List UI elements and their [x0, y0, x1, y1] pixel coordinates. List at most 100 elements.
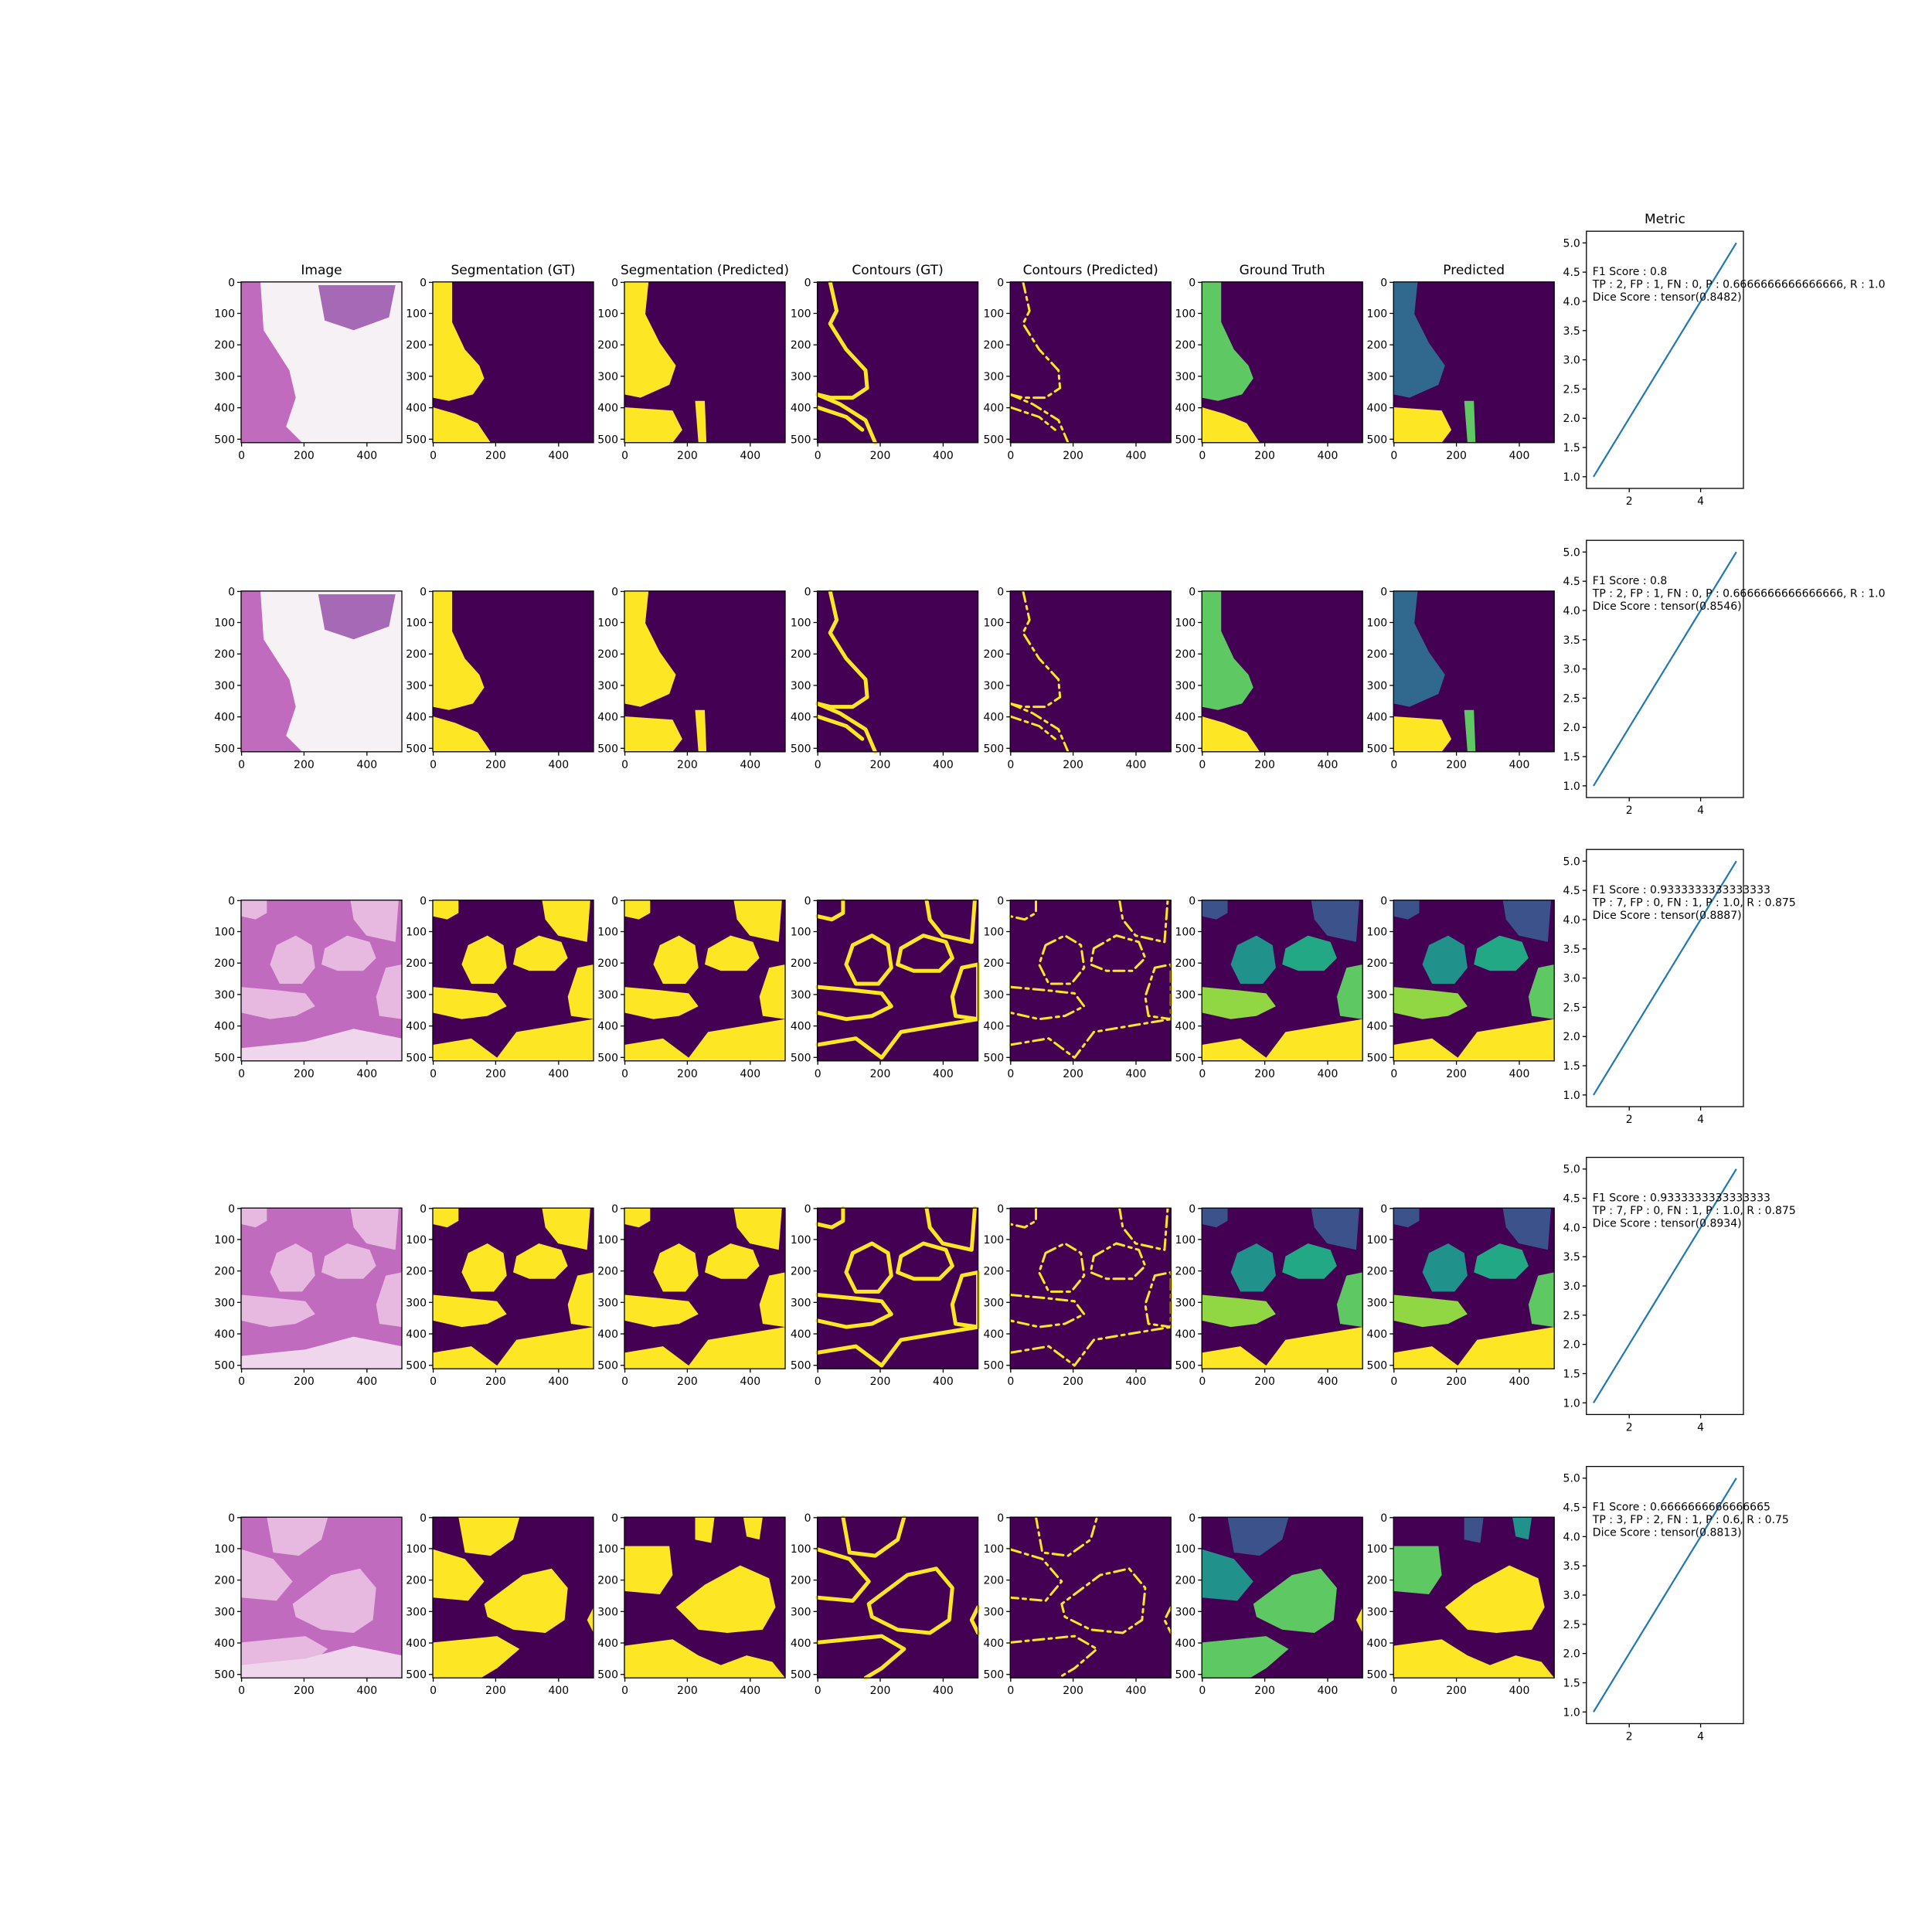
- metric-y-tick-label: 4.5: [1563, 1193, 1580, 1206]
- contour-line: [815, 714, 865, 741]
- y-tick-label: 400: [406, 1328, 427, 1341]
- y-tick-label: 400: [1175, 1328, 1196, 1341]
- y-tick-label: 400: [597, 403, 618, 415]
- y-tick-label: 400: [791, 1328, 811, 1341]
- contour-line: [1009, 1325, 1172, 1367]
- mask-region: [1393, 1639, 1555, 1679]
- y-tick-label: 200: [1366, 648, 1387, 661]
- contour-line: [1038, 934, 1086, 985]
- y-tick-label: 300: [791, 371, 811, 383]
- y-tick-label: 200: [791, 957, 811, 970]
- y-tick-label: 500: [214, 434, 235, 446]
- x-tick-label: 0: [621, 1068, 628, 1080]
- x-tick-label: 200: [677, 1068, 698, 1080]
- y-tick-label: 0: [611, 277, 618, 289]
- y-tick-label: 100: [214, 1543, 235, 1556]
- contour-line: [815, 701, 877, 754]
- metric-y-tick-label: 3.0: [1563, 664, 1580, 676]
- x-tick-label: 0: [1390, 1376, 1397, 1388]
- x-tick-label: 400: [740, 1068, 760, 1080]
- y-tick-label: 400: [406, 1638, 427, 1650]
- metric-y-tick-label: 1.5: [1563, 1677, 1580, 1689]
- gland-lumen: [270, 1243, 315, 1292]
- metric-y-tick-label: 5.0: [1563, 546, 1580, 559]
- y-tick-label: 0: [1380, 895, 1387, 907]
- mask-region: [1202, 987, 1276, 1019]
- x-tick-label: 200: [1254, 1068, 1275, 1080]
- mask-region: [542, 900, 590, 942]
- x-tick-label: 200: [294, 1068, 315, 1080]
- y-tick-label: 400: [597, 1638, 618, 1650]
- contour-line: [1038, 1242, 1086, 1293]
- x-tick-label: 400: [933, 1685, 954, 1697]
- gland-lumen: [241, 1549, 293, 1601]
- y-tick-label: 100: [406, 617, 427, 630]
- x-tick-label: 0: [1199, 450, 1206, 462]
- y-tick-label: 100: [214, 1234, 235, 1247]
- metric-panel: 1.0 1.5 2.0 2.5 3.0 3.5 4.0 4.5 5.0 2 4 F1 Score : …: [1563, 1156, 1796, 1434]
- x-tick-label: 200: [294, 1685, 315, 1697]
- x-tick-label: 400: [356, 1068, 377, 1080]
- metric-y-tick-label: 2.5: [1563, 1002, 1580, 1014]
- panel-frame: [240, 1207, 403, 1369]
- mask-region: [433, 1636, 520, 1679]
- x-tick-label: 400: [1509, 1068, 1530, 1080]
- metric-y-tick-label: 3.0: [1563, 1590, 1580, 1602]
- metric-panel: 1.0 1.5 2.0 2.5 3.0 3.5 4.0 4.5 5.0 2 4 F1 Score : …: [1563, 539, 1886, 817]
- mask-region: [433, 1327, 594, 1369]
- metric-y-tick-label: 1.5: [1563, 1060, 1580, 1073]
- contour-line: [1118, 1206, 1169, 1251]
- y-tick-label: 100: [791, 927, 811, 939]
- y-tick-label: 100: [1366, 1543, 1387, 1556]
- mask-region: [624, 281, 676, 398]
- x-tick-label: 400: [933, 759, 954, 771]
- x-tick-label: 200: [294, 1376, 315, 1388]
- gland-lumen: [241, 1208, 267, 1228]
- x-tick-label: 0: [430, 450, 437, 462]
- metric-text: TP : 3, FP : 2, FN : 1, P : 0.6, R : 0.7…: [1592, 1514, 1789, 1526]
- metric-text: Dice Score : tensor(0.8482): [1593, 291, 1742, 304]
- y-tick-label: 100: [983, 1543, 1004, 1556]
- contour-line: [1009, 1206, 1037, 1229]
- y-tick-label: 100: [791, 1234, 811, 1247]
- panel-title: Ground Truth: [1240, 263, 1325, 278]
- y-tick-label: 300: [214, 1606, 235, 1618]
- panel-frame: [624, 590, 786, 753]
- mask-region: [461, 935, 507, 984]
- y-tick-label: 500: [983, 1669, 1004, 1682]
- mask-region: [705, 935, 760, 971]
- contour-line: [1009, 715, 1056, 740]
- x-tick-label: 400: [1318, 1068, 1338, 1080]
- x-tick-label: 400: [1126, 1376, 1147, 1388]
- metric-text: TP : 7, FP : 0, FN : 1, P : 1.0, R : 0.8…: [1592, 897, 1796, 910]
- x-tick-label: 400: [356, 450, 377, 462]
- y-tick-label: 200: [214, 1266, 235, 1278]
- x-tick-label: 0: [1390, 450, 1397, 462]
- y-tick-label: 100: [406, 927, 427, 939]
- y-tick-label: 400: [983, 1638, 1004, 1650]
- panel-frame: [432, 590, 594, 753]
- metric-y-tick-label: 3.5: [1563, 1560, 1580, 1573]
- contour-line: [1060, 1567, 1147, 1634]
- x-tick-label: 400: [1126, 1068, 1147, 1080]
- mask-region: [1502, 900, 1551, 942]
- y-tick-label: 100: [983, 1234, 1004, 1247]
- metric-y-tick-label: 1.0: [1563, 1090, 1580, 1102]
- gland-lumen: [241, 1294, 315, 1328]
- y-tick-label: 200: [791, 339, 811, 352]
- mask-region: [624, 900, 651, 920]
- contour-line: [1144, 963, 1172, 1021]
- panel-frame: [432, 281, 594, 444]
- metric-text: F1 Score : 0.8: [1593, 575, 1668, 587]
- x-tick-label: 0: [1007, 759, 1014, 771]
- mask-region: [1393, 407, 1452, 443]
- y-tick-label: 200: [214, 957, 235, 970]
- y-tick-label: 0: [997, 895, 1004, 907]
- y-tick-label: 500: [214, 1052, 235, 1064]
- y-tick-label: 500: [1366, 434, 1387, 446]
- y-tick-label: 500: [597, 743, 618, 755]
- y-tick-label: 400: [1366, 712, 1387, 724]
